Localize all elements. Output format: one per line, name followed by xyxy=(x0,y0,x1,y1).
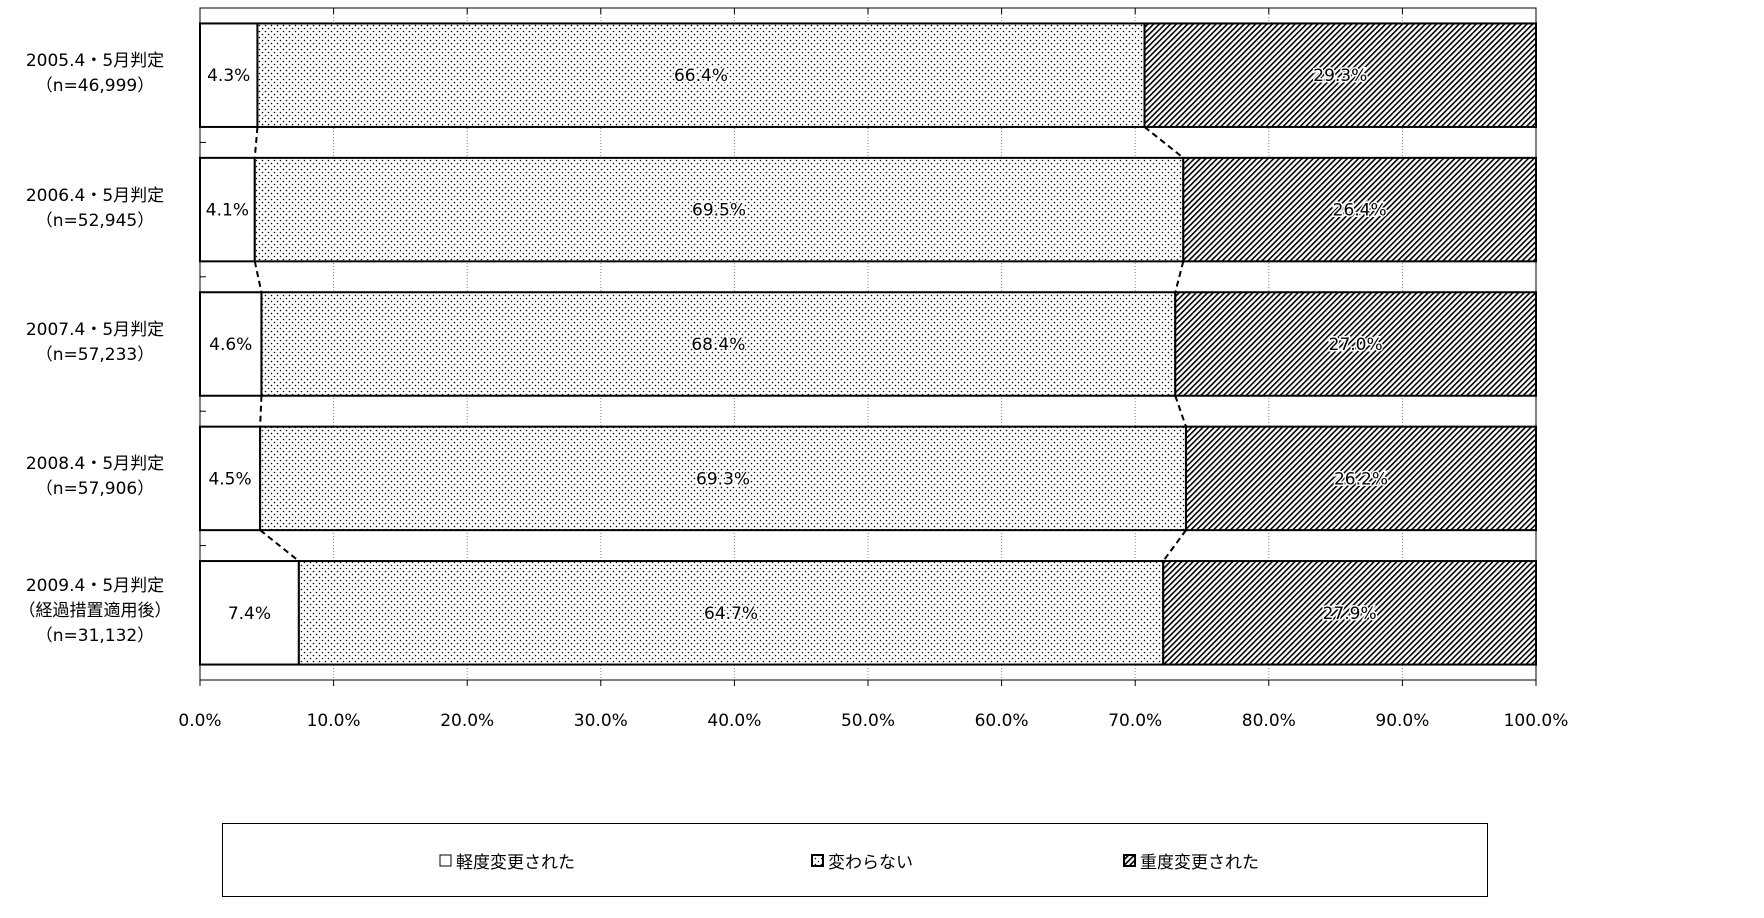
category-label-line: 2007.4・5月判定 xyxy=(25,320,165,340)
category-label-line: 2005.4・5月判定 xyxy=(25,51,165,72)
bar-segment xyxy=(1184,425,1538,532)
data-label: 69.3% xyxy=(696,469,750,489)
legend-label-heavy: 重度変更された xyxy=(1140,853,1259,873)
series-line xyxy=(1174,395,1187,427)
data-label: 7.4% xyxy=(228,604,271,624)
data-label: 4.5% xyxy=(208,469,251,489)
category-label: 2007.4・5月判定 （n=57,233） xyxy=(0,318,190,368)
data-label: 4.6% xyxy=(209,335,252,355)
data-label: 27.9% xyxy=(1323,604,1377,624)
legend-swatch-blank-icon xyxy=(439,854,452,866)
x-tick-label: 100.0% xyxy=(1504,711,1569,731)
legend-item-light: 軽度変更された xyxy=(439,848,575,873)
category-label-line: （n=57,233） xyxy=(35,345,155,365)
bar-segment xyxy=(199,425,262,532)
x-axis: 0.0% 10.0% 20.0% 30.0% 40.0% 50.0% 60.0% 70.0% 8… xyxy=(178,7,1569,731)
x-tick-label: 90.0% xyxy=(1375,711,1429,731)
data-label: 4.1% xyxy=(206,201,249,221)
legend-swatch-dots-icon xyxy=(811,853,824,867)
data-label: 26.4% xyxy=(1333,201,1387,221)
bar-segment xyxy=(1174,291,1538,397)
category-label-line: （n=46,999） xyxy=(35,76,155,97)
data-label: 4.3% xyxy=(207,66,250,86)
category-label: 2009.4・5月判定 （経過措置適用後） （n=31,132） xyxy=(0,574,190,649)
x-tick-label: 10.0% xyxy=(307,711,361,731)
bar-segment xyxy=(1162,560,1537,666)
bar-segment xyxy=(297,560,1165,666)
bar-segment xyxy=(259,425,1187,532)
data-label: 26.2% xyxy=(1334,469,1388,489)
category-label: 2006.4・5月判定 （n=52,945） xyxy=(0,184,190,234)
x-tick-label: 70.0% xyxy=(1108,711,1162,731)
x-tick-label: 50.0% xyxy=(841,711,895,731)
data-label: 68.4% xyxy=(691,335,745,355)
category-label-line: （経過措置適用後） xyxy=(18,601,172,622)
category-label-line: （n=52,945） xyxy=(35,210,155,231)
legend-item-heavy: 重度変更された xyxy=(1123,848,1259,873)
data-label: 27.0% xyxy=(1329,335,1383,355)
series-line xyxy=(253,261,263,293)
series-line xyxy=(253,126,259,158)
legend-label-light: 軽度変更された xyxy=(456,853,575,873)
series-line xyxy=(1174,261,1185,293)
series-line xyxy=(259,529,300,562)
x-tick-label: 0.0% xyxy=(178,711,221,731)
bar-segment xyxy=(1143,22,1537,128)
category-label: 2005.4・5月判定 （n=46,999） xyxy=(0,49,190,99)
bar-segment xyxy=(256,22,1146,128)
category-label: 2008.4・5月判定 （n=57,906） xyxy=(0,452,190,502)
x-tick-label: 20.0% xyxy=(440,711,494,731)
category-label-line: 2009.4・5月判定 xyxy=(25,576,165,597)
series-line xyxy=(1162,529,1187,562)
category-label-line: （n=57,906） xyxy=(35,479,155,500)
series-line xyxy=(259,395,263,427)
legend: 軽度変更された 変わらない 重度変更された xyxy=(222,823,1488,897)
x-tick-label: 30.0% xyxy=(574,711,628,731)
data-labels: 4.3% 66.4% 29.3% 4.1% 69.5% 26.4% 4.6% 68.4% 27.… xyxy=(204,65,1389,626)
bar-segment xyxy=(199,291,263,397)
bar-segment xyxy=(199,22,259,128)
legend-label-same: 変わらない xyxy=(828,853,913,873)
data-label: 29.3% xyxy=(1313,66,1367,86)
legend-item-same: 変わらない xyxy=(811,848,913,873)
category-label-line: （n=31,132） xyxy=(35,626,155,647)
legend-swatch-hatch-icon xyxy=(1123,853,1136,867)
data-label: 66.4% xyxy=(674,66,728,86)
bar-segment xyxy=(199,156,256,263)
x-tick-label: 80.0% xyxy=(1242,711,1296,731)
x-tick-label: 40.0% xyxy=(707,711,761,731)
category-label-line: 2006.4・5月判定 xyxy=(25,185,165,206)
bar-segment xyxy=(260,291,1177,397)
data-label: 69.5% xyxy=(692,201,746,221)
series-lines xyxy=(253,126,1187,562)
bar-segment xyxy=(1182,156,1538,263)
x-tick-label: 60.0% xyxy=(975,711,1029,731)
series-line xyxy=(1143,126,1184,159)
bars xyxy=(199,22,1538,666)
category-label-line: 2008.4・5月判定 xyxy=(25,454,165,475)
data-label: 64.7% xyxy=(704,604,758,624)
